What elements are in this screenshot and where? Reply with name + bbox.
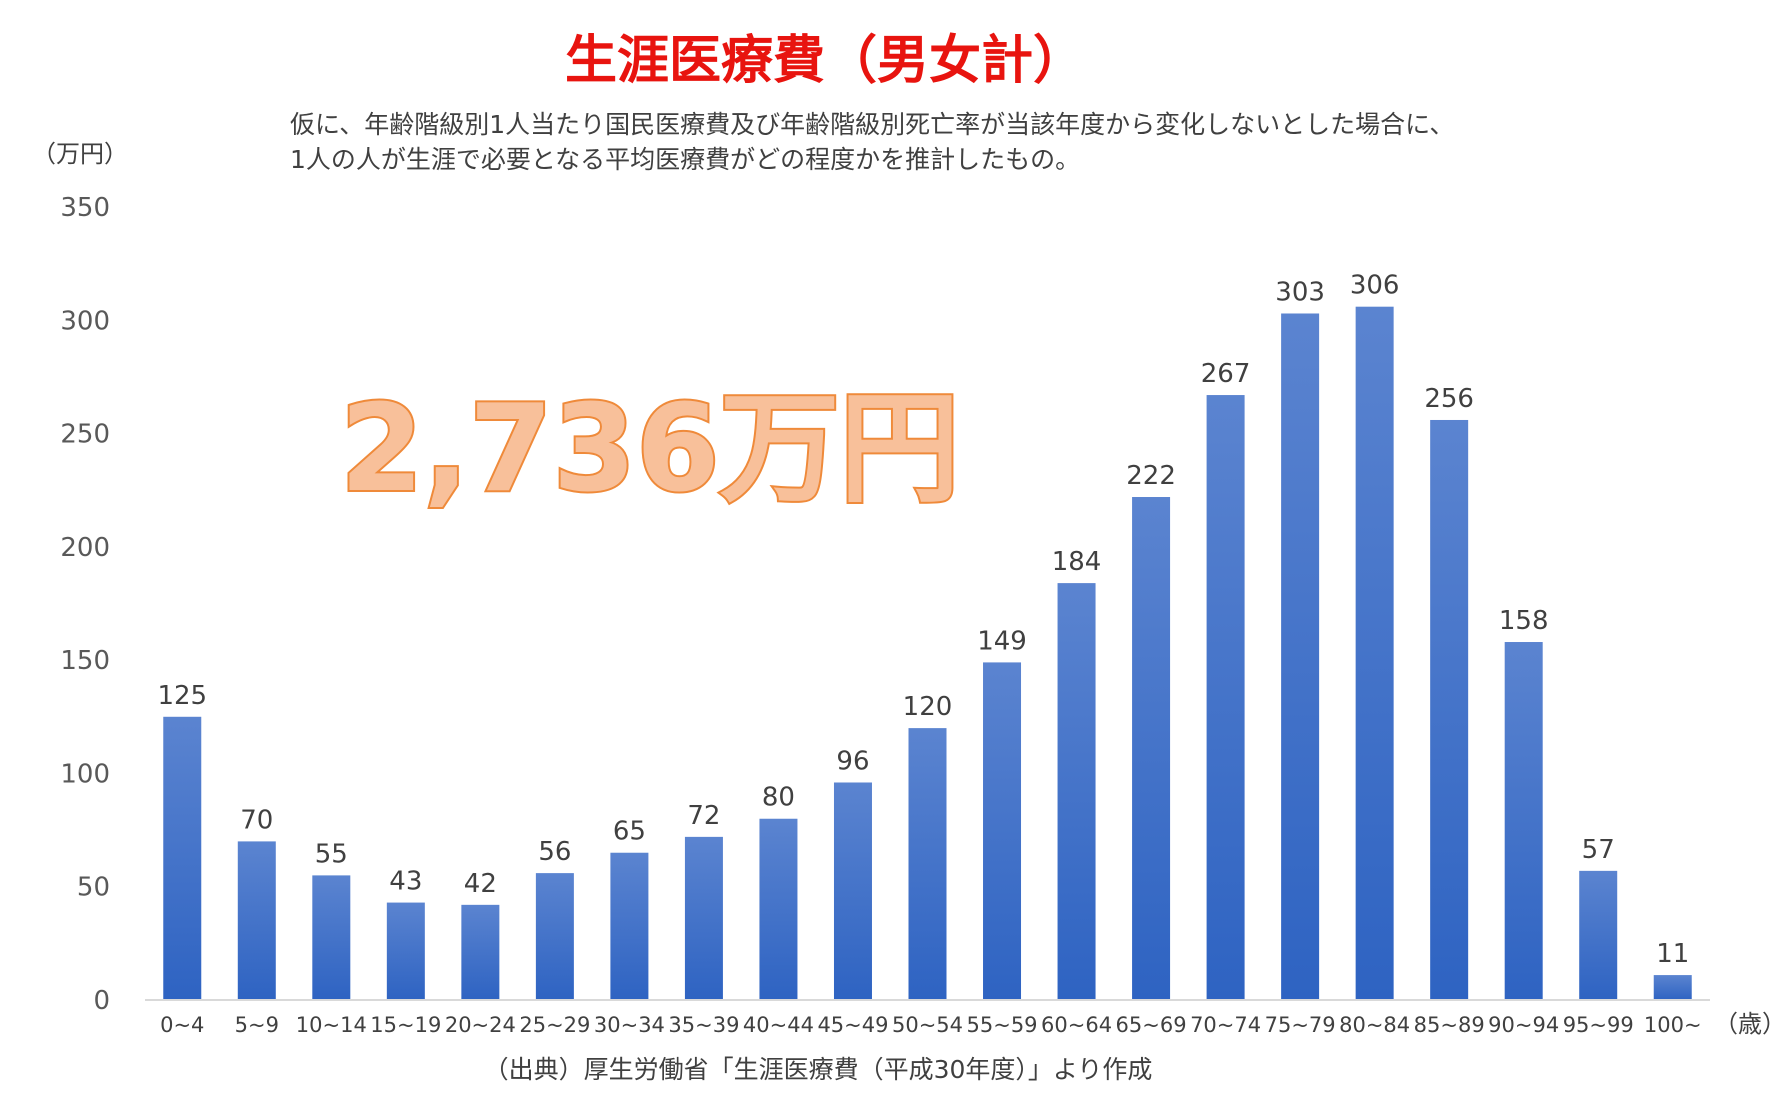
- data-label: 11: [1656, 939, 1689, 969]
- x-tick-label: 70~74: [1190, 1013, 1261, 1037]
- bar-80~84: [1355, 306, 1394, 1001]
- total-cost-highlight: 2,736万円: [340, 380, 960, 519]
- y-tick-label: 300: [60, 306, 110, 336]
- x-tick-label: 35~39: [668, 1013, 739, 1037]
- x-tick-label: 80~84: [1339, 1013, 1410, 1037]
- bar-85~89: [1430, 419, 1469, 1000]
- data-label: 80: [762, 783, 795, 813]
- data-label: 303: [1275, 277, 1325, 307]
- x-tick-label: 65~69: [1116, 1013, 1187, 1037]
- x-tick-label: 15~19: [370, 1013, 441, 1037]
- bar-20~24: [461, 904, 500, 1000]
- bar-45~49: [833, 782, 872, 1000]
- x-axis: 0~4 5~9 10~14 15~19 20~24 25~29 30~34 35~39 40~4…: [145, 999, 1710, 1037]
- data-label: 125: [157, 681, 207, 711]
- x-tick-label: 10~14: [296, 1013, 367, 1037]
- y-axis: 0 50 100 150 200 250 300 350: [60, 193, 110, 1016]
- data-label: 120: [903, 692, 953, 722]
- y-tick-label: 50: [77, 873, 110, 903]
- description-line-2: 1人の人が生涯で必要となる平均医療費がどの程度かを推計したもの。: [290, 145, 1080, 174]
- x-tick-label: 20~24: [445, 1013, 516, 1037]
- y-axis-unit-label: （万円）: [32, 140, 128, 168]
- data-label: 43: [389, 867, 422, 897]
- chart-title: 生涯医療費（男女計）: [565, 31, 1085, 91]
- bar-60~64: [1057, 583, 1096, 1000]
- bar-50~54: [908, 728, 947, 1000]
- bar-95~99: [1579, 870, 1618, 1000]
- bar-70~74: [1206, 395, 1245, 1000]
- x-axis-unit-label: （歳）: [1714, 1010, 1786, 1038]
- source-note: （出典）厚生労働省「生涯医療費（平成30年度）」より作成: [484, 1055, 1153, 1084]
- x-tick-label: 85~89: [1414, 1013, 1485, 1037]
- data-label: 65: [613, 817, 646, 847]
- x-tick-label: 30~34: [594, 1013, 665, 1037]
- bar-30~34: [610, 852, 649, 1000]
- x-tick-label: 95~99: [1563, 1013, 1634, 1037]
- x-tick-label: 75~79: [1265, 1013, 1336, 1037]
- data-label: 72: [687, 801, 720, 831]
- y-tick-label: 100: [60, 759, 110, 789]
- bar-100~: [1653, 975, 1692, 1000]
- x-tick-label: 60~64: [1041, 1013, 1112, 1037]
- x-tick-label: 90~94: [1488, 1013, 1559, 1037]
- bar-series: 125 70 55 43 42 56 65 72 80 96 120 149 184 222 267 303 3…: [157, 271, 1692, 1001]
- data-label: 158: [1499, 606, 1549, 636]
- data-label: 256: [1424, 384, 1474, 414]
- data-label: 70: [240, 805, 273, 835]
- data-label: 306: [1350, 271, 1400, 301]
- bar-75~79: [1281, 313, 1320, 1000]
- y-tick-label: 200: [60, 533, 110, 563]
- x-tick-label: 55~59: [967, 1013, 1038, 1037]
- y-tick-label: 0: [93, 986, 110, 1016]
- y-tick-label: 350: [60, 193, 110, 223]
- bar-65~69: [1132, 497, 1171, 1000]
- bar-10~14: [312, 875, 351, 1000]
- x-tick-label: 0~4: [160, 1013, 204, 1037]
- y-tick-label: 250: [60, 420, 110, 450]
- bar-15~19: [386, 902, 425, 1000]
- data-label: 57: [1582, 835, 1615, 865]
- data-label: 56: [538, 837, 571, 867]
- data-label: 96: [836, 746, 869, 776]
- x-tick-label: 45~49: [817, 1013, 888, 1037]
- bar-5~9: [237, 841, 276, 1000]
- bar-25~29: [535, 873, 574, 1000]
- data-label: 149: [977, 626, 1027, 656]
- x-tick-label: 25~29: [519, 1013, 590, 1037]
- x-tick-label: 50~54: [892, 1013, 963, 1037]
- x-tick-label: 100~: [1644, 1013, 1702, 1037]
- data-label: 55: [315, 839, 348, 869]
- bar-35~39: [684, 836, 723, 1000]
- x-tick-label: 5~9: [235, 1013, 279, 1037]
- x-tick-label: 40~44: [743, 1013, 814, 1037]
- data-label: 222: [1126, 461, 1176, 491]
- y-tick-label: 150: [60, 646, 110, 676]
- bar-90~94: [1504, 642, 1543, 1000]
- data-label: 42: [464, 869, 497, 899]
- bar-0~4: [163, 716, 202, 1000]
- bar-55~59: [983, 662, 1022, 1000]
- data-label: 267: [1201, 359, 1251, 389]
- data-label: 184: [1052, 547, 1102, 577]
- description-line-1: 仮に、年齢階級別1人当たり国民医療費及び年齢階級別死亡率が当該年度から変化しない…: [290, 110, 1454, 139]
- bar-40~44: [759, 818, 798, 1000]
